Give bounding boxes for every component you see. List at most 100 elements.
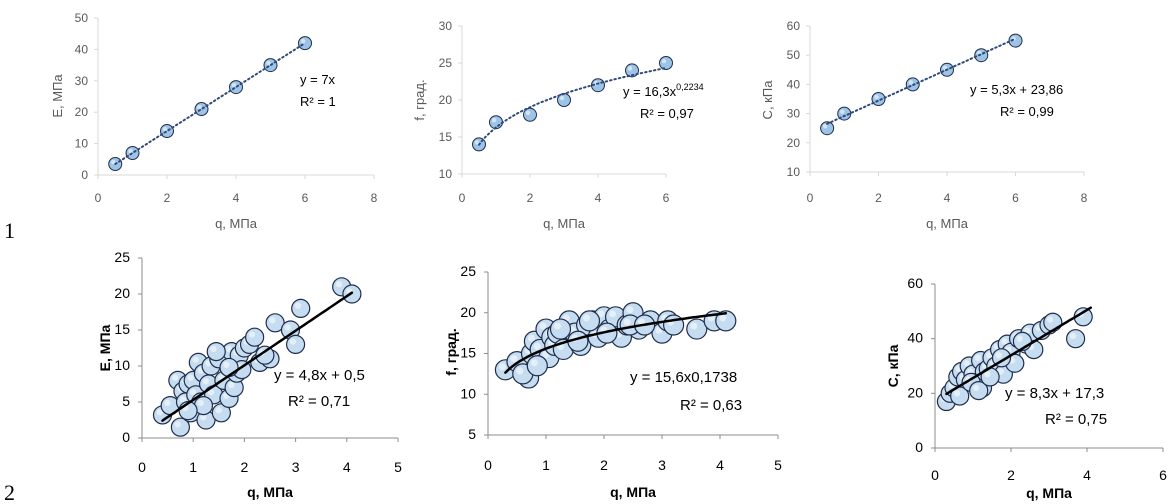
x-tick-label: 2 <box>241 459 249 475</box>
data-point-highlight <box>156 409 163 416</box>
y-axis-label: E, МПа <box>97 324 113 371</box>
data-point-highlight <box>207 388 215 396</box>
data-point <box>291 298 311 318</box>
chart-5: 5 10 15 20 25 0 1 2 3 4 5 q, МПа f, град. y = 15,6x0,… <box>443 263 782 500</box>
x-tick-label: 2 <box>527 191 534 205</box>
y-tick-label: 10 <box>787 165 801 179</box>
y-tick-label: 50 <box>787 48 801 62</box>
data-point-highlight <box>661 58 667 64</box>
data-point-highlight <box>197 104 202 110</box>
data-point-highlight <box>510 355 518 363</box>
data-point <box>160 124 174 139</box>
y-tick-label: 0 <box>122 429 130 445</box>
x-tick-label: 3 <box>292 459 300 475</box>
x-tick-label: 0 <box>484 457 492 473</box>
y-tick-label: 40 <box>75 42 89 56</box>
x-tick-label: 0 <box>138 459 146 475</box>
chart-2: 10 15 20 25 30 0 2 4 6 q, МПа f, град. y = 16,3x0,2… <box>412 19 704 231</box>
chart-3: 10 20 30 40 50 60 0 2 4 6 8 q, МПа C, кПа y = 5,3x + … <box>760 19 1088 231</box>
data-point-highlight <box>559 95 565 101</box>
trendline-equation: y = 15,6x0,1738 <box>630 369 737 386</box>
x-axis-label: q, МПа <box>543 216 586 231</box>
data-point-highlight <box>623 318 631 326</box>
x-tick-label: 6 <box>1012 191 1019 205</box>
data-point-highlight <box>995 351 1002 359</box>
data-point-highlight <box>1016 335 1023 342</box>
r-squared-label: R² = 0,63 <box>680 397 742 414</box>
data-point-highlight <box>189 388 197 396</box>
y-tick-label: 15 <box>114 321 130 337</box>
r-squared-label: R² = 0,97 <box>640 106 694 121</box>
y-tick-label: 25 <box>439 56 453 70</box>
data-point <box>1065 329 1086 349</box>
data-point-highlight <box>1024 327 1031 334</box>
r-squared-label: R² = 0,99 <box>1000 104 1054 119</box>
data-point-highlight <box>530 359 538 367</box>
data-point-highlight <box>972 384 980 392</box>
data-point-highlight <box>554 322 561 330</box>
data-point-highlight <box>984 371 991 378</box>
y-tick-label: 30 <box>787 107 801 121</box>
data-point-highlight <box>627 66 633 71</box>
y-tick-label: 25 <box>114 249 130 265</box>
data-point-highlight <box>690 322 698 330</box>
data-point-highlight <box>335 280 343 288</box>
x-tick-label: 4 <box>595 191 602 205</box>
data-point-highlight <box>1001 338 1008 345</box>
x-tick-label: 0 <box>459 191 466 205</box>
y-tick-label: 60 <box>907 275 923 291</box>
x-tick-label: 0 <box>95 191 102 205</box>
x-tick-label: 0 <box>931 467 939 483</box>
y-tick-label: 20 <box>114 285 130 301</box>
x-axis-label: q, МПа <box>215 216 258 231</box>
y-tick-label: 40 <box>907 330 923 346</box>
data-point-highlight <box>202 378 210 385</box>
data-point <box>206 342 226 362</box>
data-point-highlight <box>300 38 306 44</box>
y-tick-label: 5 <box>122 393 130 409</box>
x-tick-label: 0 <box>807 191 814 205</box>
data-point-highlight <box>128 148 133 154</box>
data-point-highlight <box>1046 316 1054 323</box>
data-point-highlight <box>1069 332 1077 340</box>
data-point-highlight <box>266 60 271 66</box>
x-axis-label: q, МПа <box>247 484 293 500</box>
y-tick-label: 40 <box>787 77 801 91</box>
data-point <box>286 334 306 354</box>
trendline-equation: y = 16,3x0,2234 <box>623 82 704 99</box>
x-tick-label: 4 <box>343 459 351 475</box>
x-tick-label: 4 <box>944 191 951 205</box>
data-point-highlight <box>974 354 982 361</box>
r-squared-label: R² = 0,71 <box>288 393 350 410</box>
x-tick-label: 4 <box>716 457 724 473</box>
row-label-1: 1 <box>4 218 15 243</box>
data-point <box>194 102 209 117</box>
x-tick-label: 2 <box>1007 467 1015 483</box>
x-tick-label: 4 <box>233 191 240 205</box>
data-point-highlight <box>997 368 1004 375</box>
x-tick-label: 6 <box>663 191 670 205</box>
y-tick-label: 20 <box>907 384 923 400</box>
data-point <box>245 327 265 347</box>
trendline <box>114 42 306 165</box>
data-point-highlight <box>963 360 970 367</box>
x-tick-label: 1 <box>542 457 550 473</box>
data-point-highlight <box>719 314 727 322</box>
y-tick-label: 10 <box>460 385 476 401</box>
data-point <box>549 318 572 340</box>
data-point-highlight <box>174 421 181 428</box>
data-point <box>578 310 601 332</box>
data-point-highlight <box>533 342 541 350</box>
data-point-highlight <box>474 140 480 145</box>
x-tick-label: 5 <box>394 459 402 475</box>
x-tick-label: 3 <box>658 457 666 473</box>
y-tick-label: 0 <box>915 439 923 455</box>
data-point-highlight <box>164 399 171 407</box>
y-tick-label: 20 <box>75 105 89 119</box>
y-tick-label: 60 <box>787 19 801 33</box>
y-tick-label: 0 <box>81 168 88 182</box>
trendline <box>826 37 1017 125</box>
r-squared-label: R² = 1 <box>300 94 336 109</box>
data-point-highlight <box>179 396 186 403</box>
data-point-highlight <box>231 82 237 88</box>
